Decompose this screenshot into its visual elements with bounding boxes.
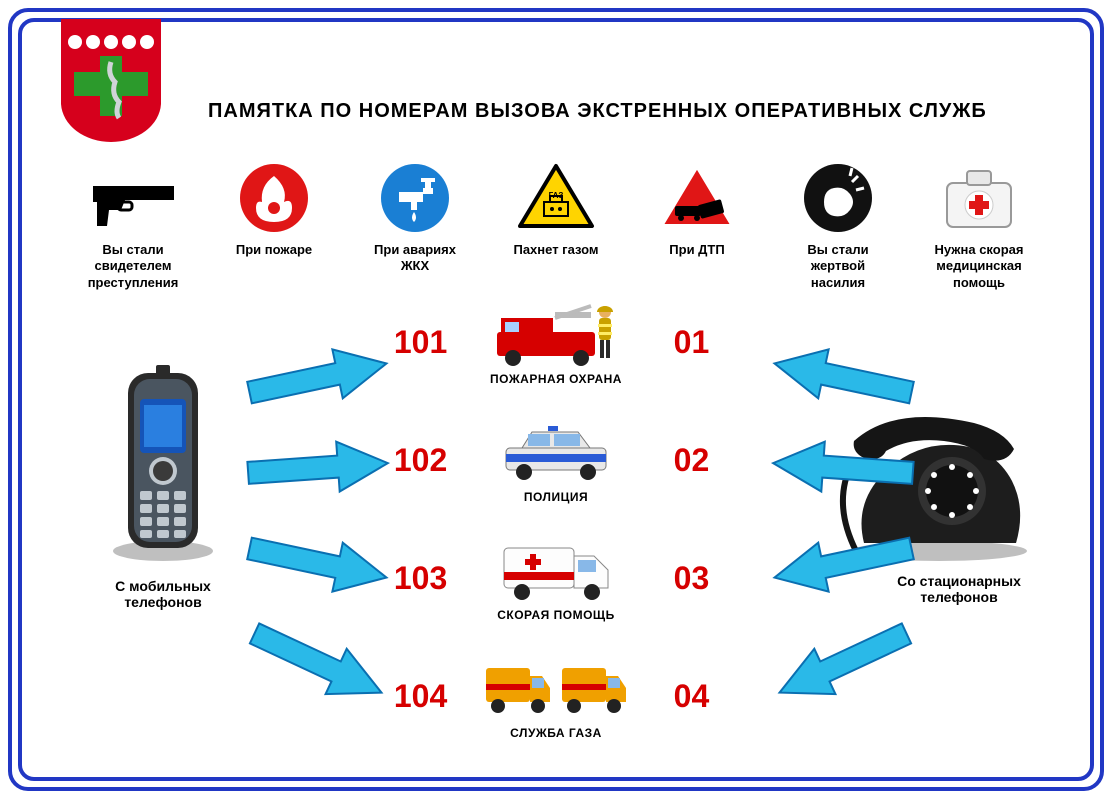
situation-label: Вы сталисвидетелемпреступления <box>68 242 198 291</box>
arrow-left-icon <box>769 611 917 715</box>
situation-label: Пахнет газом <box>491 242 621 258</box>
mobile-number: 104 <box>386 678 455 715</box>
situation-label: При ДТП <box>632 242 762 258</box>
police-car-icon <box>467 416 645 486</box>
situation-fire: При пожаре <box>209 158 339 258</box>
arrow-right-icon <box>246 438 389 498</box>
situation-gas: ГАЗ Пахнет газом <box>491 158 621 258</box>
crest-emblem <box>56 14 166 144</box>
situation-medical: Нужна скораямедицинскаяпомощь <box>914 158 1044 291</box>
landline-number: 04 <box>657 678 726 715</box>
situation-violence: Вы сталижертвойнасилия <box>773 158 903 291</box>
mobile-number: 102 <box>386 442 455 479</box>
service-fire: 101 <box>386 288 726 396</box>
situation-dtp: При ДТП <box>632 158 762 258</box>
service-gas: 104 <box>386 642 726 750</box>
arrow-right-icon <box>244 524 391 602</box>
arrow-right-icon <box>244 611 392 715</box>
mobile-number: 101 <box>386 324 455 361</box>
service-label: СКОРАЯ ПОМОЩЬ <box>467 608 645 622</box>
arrow-right-icon <box>244 339 391 417</box>
landline-number: 03 <box>657 560 726 597</box>
mobile-phone-icon <box>108 363 218 568</box>
arrow-left-icon <box>769 339 916 417</box>
situation-crime: Вы сталисвидетелемпреступления <box>68 158 198 291</box>
services-column: 101 <box>386 288 726 760</box>
gas-warning-icon: ГАЗ <box>491 158 621 238</box>
service-label: ПОЖАРНАЯ ОХРАНА <box>467 372 645 386</box>
service-police: 102 ПОЛИЦИЯ 02 <box>386 406 726 514</box>
medkit-icon <box>914 158 1044 238</box>
svg-text:ГАЗ: ГАЗ <box>549 191 564 200</box>
landline-number: 01 <box>657 324 726 361</box>
gun-icon <box>68 158 198 238</box>
situation-label: При аварияхЖКХ <box>350 242 480 275</box>
situations-row: Вы сталисвидетелемпреступления При пожар… <box>68 158 1044 291</box>
page-title: ПАМЯТКА ПО НОМЕРАМ ВЫЗОВА ЭКСТРЕННЫХ ОПЕ… <box>208 100 987 123</box>
service-ambulance: 103 СКОРАЯ ПОМОЩЬ 03 <box>386 524 726 632</box>
landline-label: Со стационарных телефонов <box>874 573 1044 605</box>
firetruck-icon <box>467 298 645 368</box>
landline-number: 02 <box>657 442 726 479</box>
service-label: СЛУЖБА ГАЗА <box>467 726 645 740</box>
faucet-icon <box>350 158 480 238</box>
service-label: ПОЛИЦИЯ <box>467 490 645 504</box>
fire-icon <box>209 158 339 238</box>
situation-label: Нужна скораямедицинскаяпомощь <box>914 242 1044 291</box>
arrow-left-icon <box>771 438 914 498</box>
situation-utility: При аварияхЖКХ <box>350 158 480 275</box>
gas-van-icon <box>467 652 645 722</box>
situation-label: При пожаре <box>209 242 339 258</box>
accident-icon <box>632 158 762 238</box>
content: ПАМЯТКА ПО НОМЕРАМ ВЫЗОВА ЭКСТРЕННЫХ ОПЕ… <box>28 28 1084 771</box>
situation-label: Вы сталижертвойнасилия <box>773 242 903 291</box>
fist-icon <box>773 158 903 238</box>
mobile-number: 103 <box>386 560 455 597</box>
mobile-label: С мобильных телефонов <box>88 578 238 610</box>
ambulance-icon <box>467 534 645 604</box>
